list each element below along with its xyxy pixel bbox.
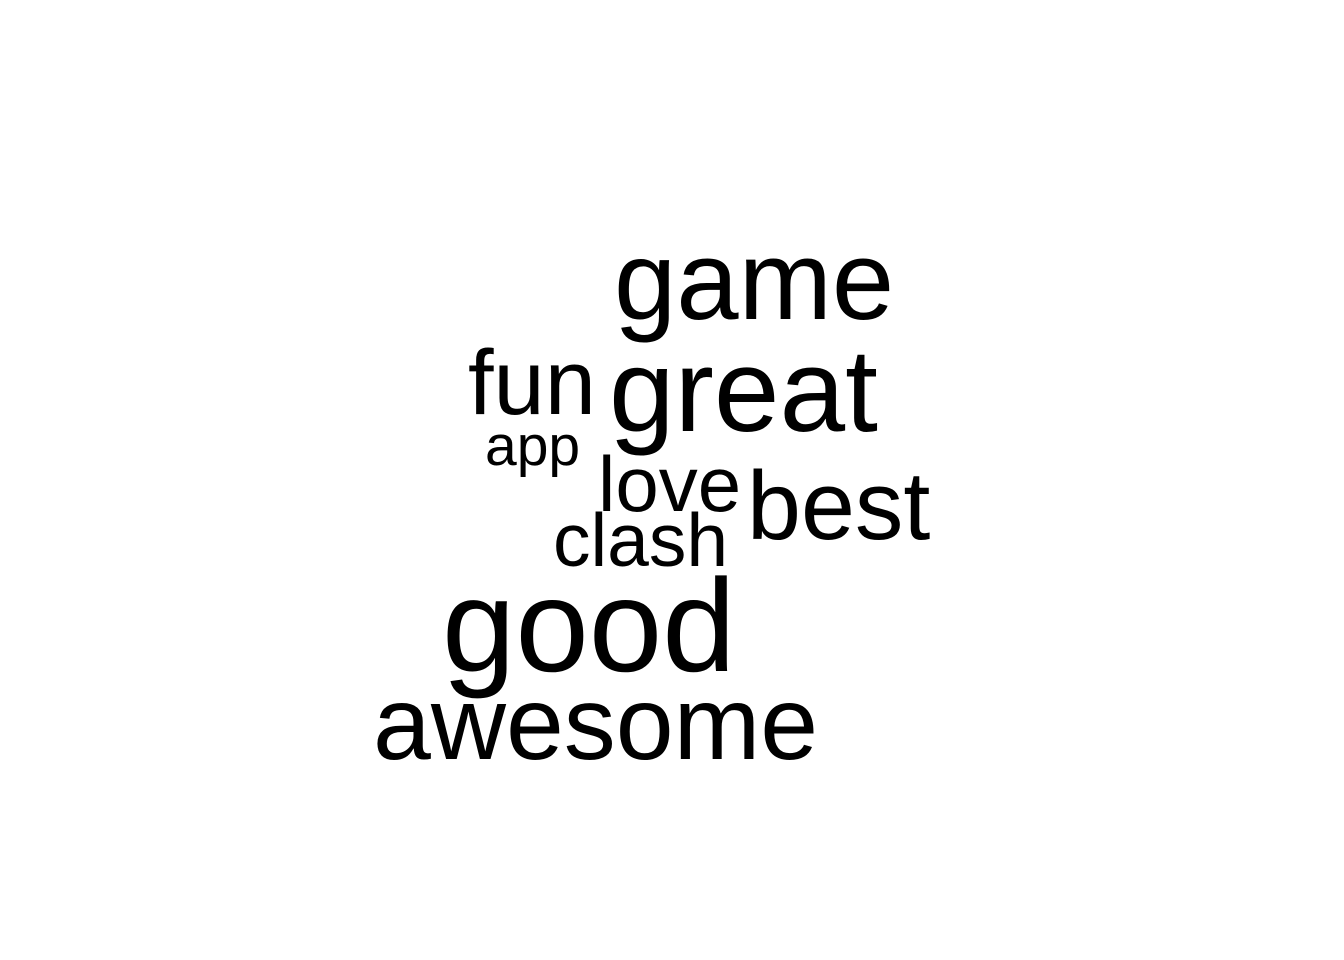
word-love: love: [598, 440, 742, 528]
word-good: good: [442, 552, 736, 699]
word-great: great: [609, 325, 878, 457]
word-awesome: awesome: [373, 666, 819, 782]
word-game: game: [614, 218, 895, 343]
word-best: best: [747, 451, 931, 560]
word-fun: fun: [468, 332, 596, 434]
word-clash: clash: [553, 498, 729, 582]
word-app: app: [485, 414, 581, 478]
